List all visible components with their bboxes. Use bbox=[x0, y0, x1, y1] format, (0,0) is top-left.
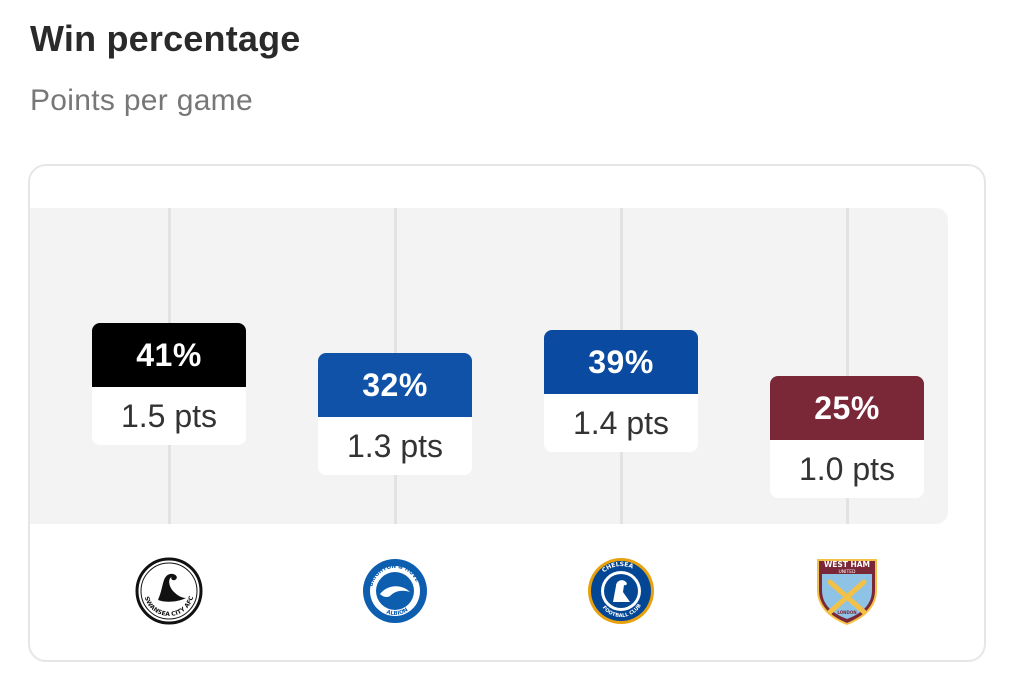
westham-crest-top-text: WEST HAM bbox=[824, 560, 870, 569]
chart-subtitle: Points per game bbox=[30, 84, 253, 117]
win-percentage-label: 39% bbox=[544, 330, 698, 394]
data-pill: 25% 1.0 pts bbox=[770, 376, 924, 498]
win-percentage-label: 41% bbox=[92, 323, 246, 387]
points-per-game-label: 1.4 pts bbox=[572, 404, 670, 441]
win-percentage-label: 32% bbox=[318, 353, 472, 417]
westham-crest-mid-text: UNITED bbox=[838, 569, 856, 575]
points-per-game-label: 1.3 pts bbox=[346, 427, 444, 464]
data-pill: 41% 1.5 pts bbox=[92, 323, 246, 445]
win-percentage-label: 25% bbox=[770, 376, 924, 440]
brighton-crest-bottom-text: ALBION bbox=[385, 607, 409, 617]
points-per-game-label: 1.5 pts bbox=[120, 397, 218, 434]
points-per-game-label: 1.0 pts bbox=[798, 450, 896, 487]
chart-title: Win percentage bbox=[30, 18, 301, 59]
chart-card: 41% 1.5 pts 32% 1.3 pts 39% 1.4 pts 25% 1.0 pts… bbox=[28, 164, 986, 662]
gridline bbox=[846, 208, 849, 524]
data-pill: 32% 1.3 pts bbox=[318, 353, 472, 475]
westham-crest-bottom-text: LONDON bbox=[837, 610, 856, 615]
data-pill: 39% 1.4 pts bbox=[544, 330, 698, 452]
plot-area: 41% 1.5 pts 32% 1.3 pts 39% 1.4 pts 25% 1.0 pts bbox=[30, 208, 948, 524]
chelsea-crest-icon: CHELSEA FOOTBALL CLUB bbox=[588, 558, 654, 624]
westham-crest-icon: WEST HAM UNITED LONDON bbox=[817, 559, 877, 626]
swansea-crest-icon: SWANSEA CITY AFC bbox=[135, 557, 203, 625]
brighton-crest-icon: BRIGHTON & HOVE ALBION bbox=[363, 559, 427, 623]
svg-text:ALBION: ALBION bbox=[385, 607, 409, 617]
